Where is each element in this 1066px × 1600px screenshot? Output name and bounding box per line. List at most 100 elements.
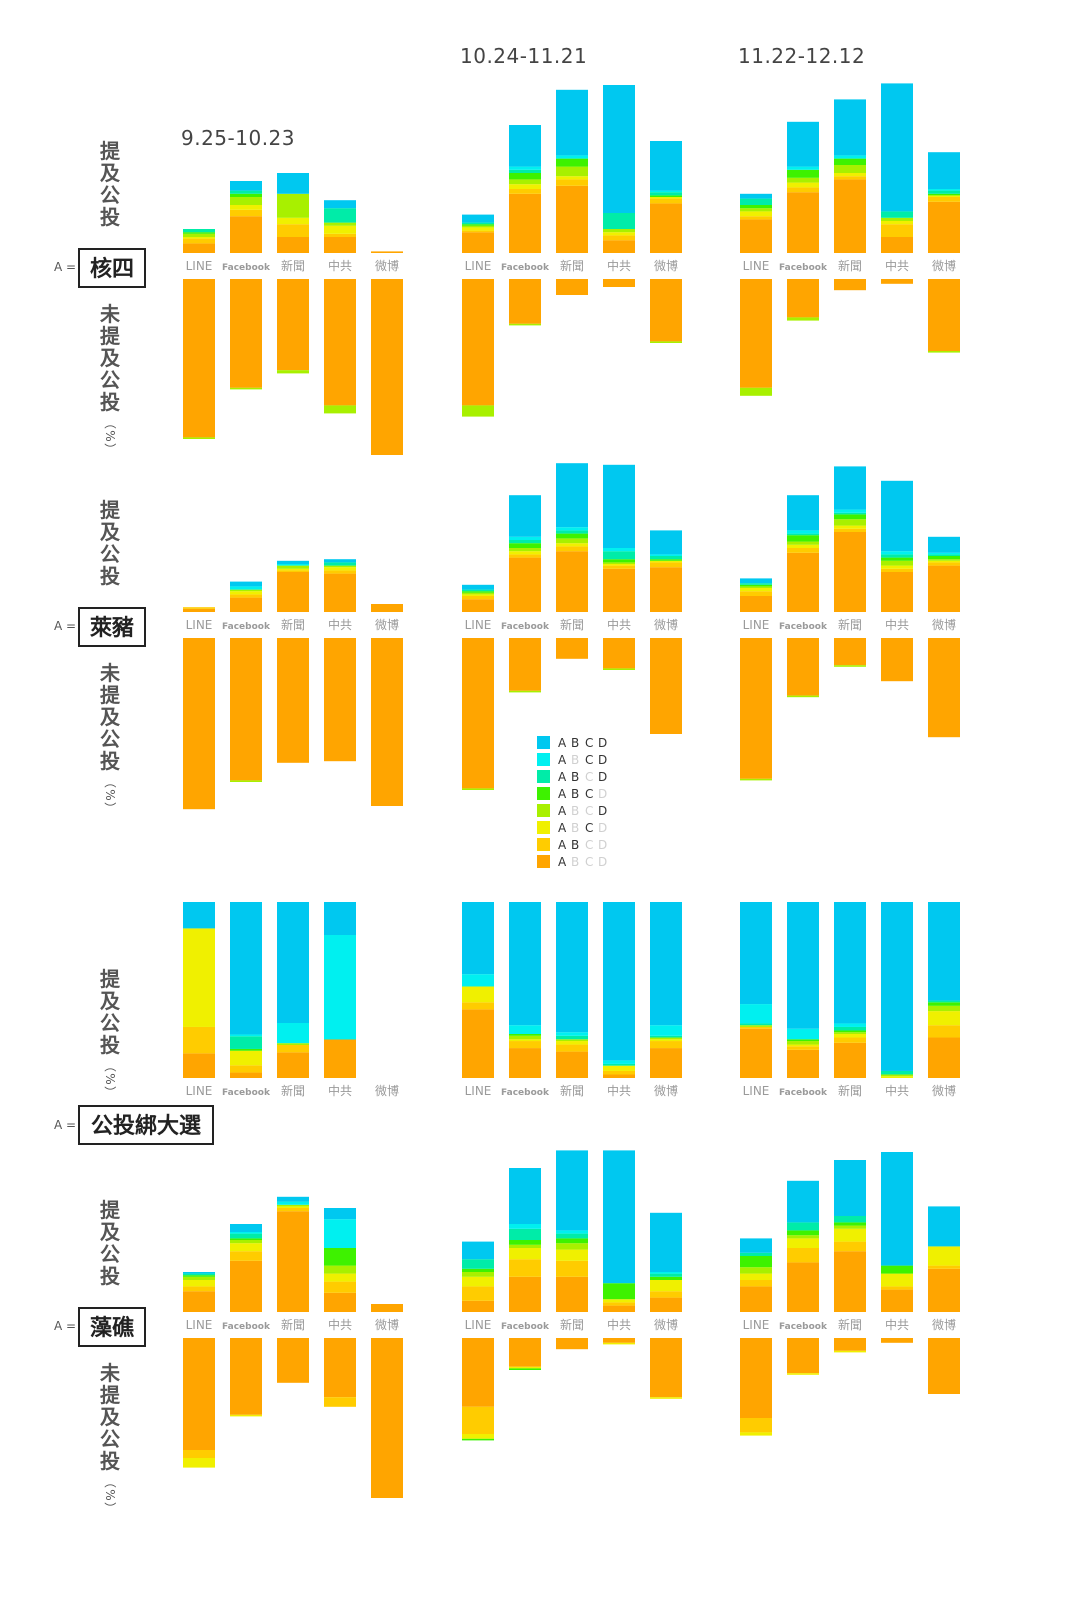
bar-segment-up [324, 200, 356, 209]
bar-segment-down [650, 341, 682, 343]
bar-segment-up [509, 495, 541, 537]
bar-segment-up [509, 1244, 541, 1248]
mention-label-char: 及 [100, 161, 121, 185]
bar-segment-up [509, 1224, 541, 1229]
bar-segment-down [787, 1338, 819, 1374]
bar-segment-up [324, 1208, 356, 1220]
bar-segment-up [183, 1291, 215, 1312]
bar-segment-up [787, 552, 819, 612]
bar-segment-up [740, 584, 772, 587]
bar-segment-up [650, 195, 682, 197]
not-mention-label-char: 未 [100, 1361, 120, 1385]
legend-letter: C [585, 838, 593, 852]
bar-segment-up [230, 591, 262, 595]
not-mention-label-char: 及 [100, 346, 121, 370]
bar-segment-up [881, 560, 913, 566]
bar-segment-down [650, 279, 682, 342]
bar-segment-up [834, 165, 866, 173]
bar-segment-up [740, 1004, 772, 1024]
bar-segment-up [928, 554, 960, 556]
bar-segment-down [603, 1342, 635, 1345]
not-mention-label-char: 提 [100, 683, 121, 707]
bar-segment-down [509, 323, 541, 326]
bar-segment-up [324, 565, 356, 568]
category-label: 微博 [375, 1083, 399, 1098]
bar-segment-up [834, 1251, 866, 1312]
category-label: Facebook [779, 1088, 828, 1098]
category-label: 中共 [607, 258, 631, 273]
category-label: LINE [743, 1084, 770, 1098]
pct-label-char: % [103, 1489, 117, 1500]
bar-segment-down [834, 1350, 866, 1353]
bar-segment-up [787, 166, 819, 170]
bar-segment-up [834, 1026, 866, 1031]
bar-segment-up [324, 1219, 356, 1248]
bar-segment-up [881, 554, 913, 558]
bar-segment-up [881, 1074, 913, 1077]
bar-segment-up [230, 1233, 262, 1239]
period-title: 10.24-11.21 [460, 44, 587, 68]
bar-segment-down [509, 279, 541, 324]
bar-segment-up [834, 1225, 866, 1229]
bar-segment-up [556, 179, 588, 186]
mention-label-char: 投 [100, 1033, 120, 1057]
bar-segment-up [928, 902, 960, 1001]
bar-segment-up [740, 219, 772, 253]
bar-segment-up [230, 1224, 262, 1232]
bar-segment-up [881, 211, 913, 218]
bar-segment-up [277, 1201, 309, 1205]
bar-segment-up [462, 1268, 494, 1272]
bar-segment-up [928, 536, 960, 553]
bar-segment-up [462, 1009, 494, 1078]
not-mention-label-char: 及 [100, 705, 121, 729]
bar-segment-up [787, 530, 819, 534]
bar-segment-up [462, 599, 494, 612]
bar-segment-up [183, 229, 215, 233]
bar-segment-up [740, 205, 772, 209]
category-label: LINE [186, 1084, 213, 1098]
legend-letter: D [598, 787, 607, 801]
mention-label-char: 投 [100, 205, 120, 229]
bar-segment-up [277, 564, 309, 566]
bar-segment-up [787, 533, 819, 536]
bar-segment-up [650, 560, 682, 563]
bar-segment-up [787, 1046, 819, 1050]
bar-segment-up [834, 1228, 866, 1242]
pct-label-char: % [103, 789, 117, 800]
bar-segment-up [650, 554, 682, 556]
bar-segment-up [881, 565, 913, 569]
bar-segment-up [928, 1037, 960, 1078]
bar-segment-up [230, 216, 262, 253]
bar-segment-up [230, 1251, 262, 1261]
legend-letter: A [558, 821, 567, 835]
bar-segment-up [462, 584, 494, 590]
bar-segment-up [928, 152, 960, 189]
bar-segment-up [834, 1023, 866, 1027]
bar-segment-up [928, 552, 960, 555]
bar-segment-up [881, 1265, 913, 1274]
bar-segment-up [740, 1028, 772, 1078]
bar-segment-up [603, 1299, 635, 1303]
bar-segment-up [740, 1023, 772, 1026]
bar-segment-up [740, 578, 772, 584]
bar-segment-up [462, 1002, 494, 1010]
bar-segment-down [881, 1338, 913, 1343]
legend-letter: C [585, 787, 593, 801]
bar-segment-up [603, 565, 635, 569]
bar-segment-up [881, 1076, 913, 1078]
mention-label-char: 公 [100, 1011, 120, 1035]
bar-segment-up [462, 1286, 494, 1301]
legend-swatch [537, 787, 550, 800]
legend-letter: D [598, 736, 607, 750]
not-mention-label-char: 及 [100, 1405, 121, 1429]
bar-segment-up [509, 902, 541, 1026]
bar-segment-up [324, 1281, 356, 1293]
bar-segment-down [277, 279, 309, 371]
bar-segment-up [277, 224, 309, 237]
bar-segment-up [556, 538, 588, 544]
bar-segment-up [556, 1276, 588, 1312]
bar-segment-down [183, 1458, 215, 1468]
category-label: LINE [465, 1084, 492, 1098]
a-equals-label: A = [54, 1118, 76, 1132]
